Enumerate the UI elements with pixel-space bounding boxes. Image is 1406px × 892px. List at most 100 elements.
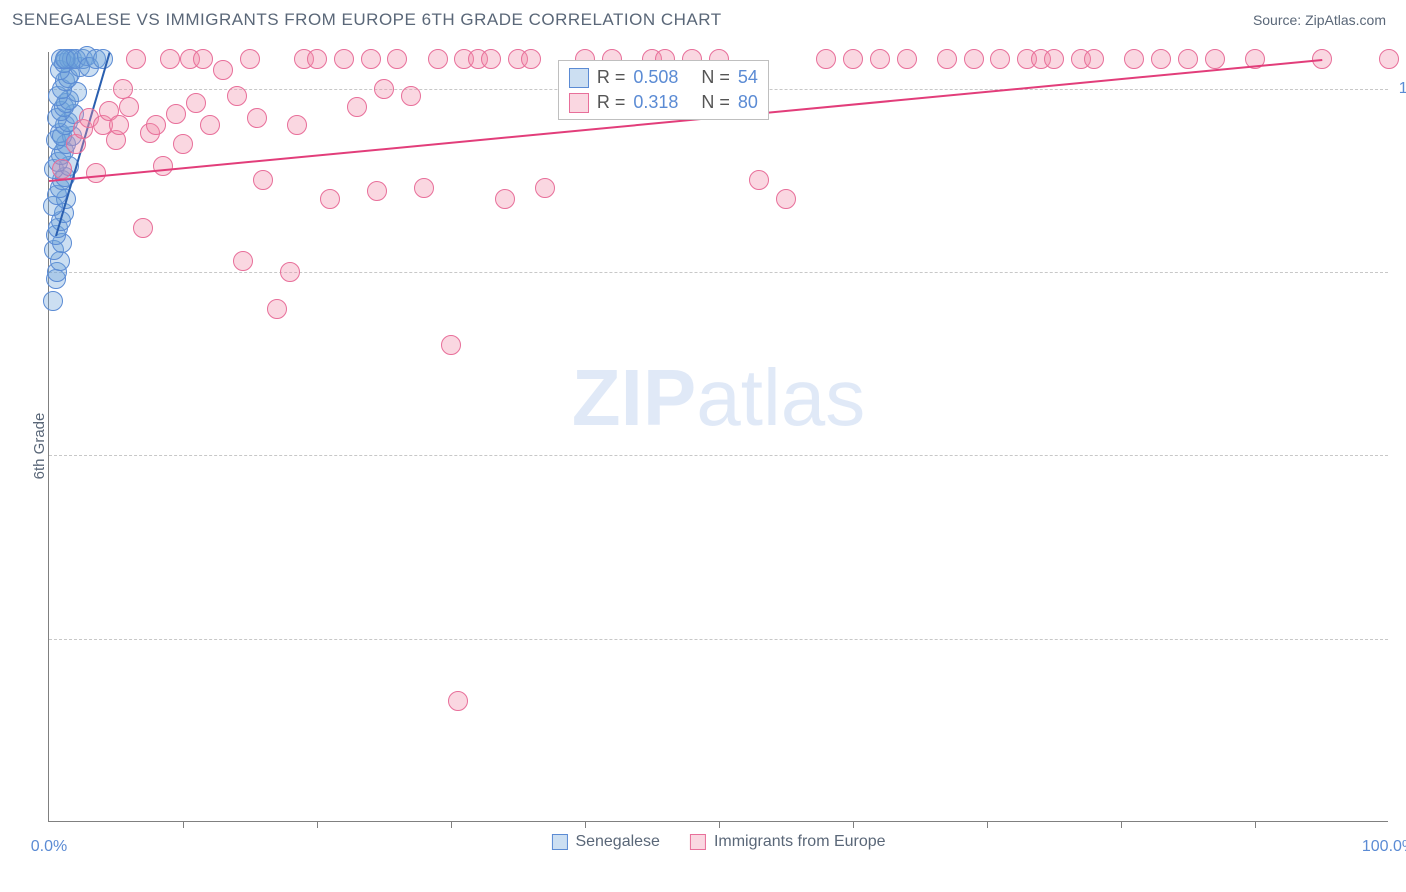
gridline bbox=[49, 639, 1388, 640]
data-point bbox=[146, 115, 166, 135]
series-legend: Senegalese Immigrants from Europe bbox=[551, 833, 885, 851]
data-point bbox=[897, 49, 917, 69]
legend-item: Immigrants from Europe bbox=[690, 833, 886, 851]
x-tick-label: 0.0% bbox=[31, 838, 67, 856]
x-tick bbox=[317, 821, 318, 828]
data-point bbox=[990, 49, 1010, 69]
data-point bbox=[816, 49, 836, 69]
data-point bbox=[441, 335, 461, 355]
data-point bbox=[240, 49, 260, 69]
data-point bbox=[213, 60, 233, 80]
x-tick bbox=[719, 821, 720, 828]
legend-series-name: Immigrants from Europe bbox=[714, 833, 886, 851]
watermark-bold: ZIP bbox=[572, 353, 696, 442]
data-point bbox=[870, 49, 890, 69]
data-point bbox=[521, 49, 541, 69]
data-point bbox=[52, 159, 72, 179]
y-tick-label: 100.0% bbox=[1393, 80, 1406, 98]
data-point bbox=[401, 86, 421, 106]
legend-n-value: 54 bbox=[738, 67, 758, 88]
data-point bbox=[414, 178, 434, 198]
data-point bbox=[367, 181, 387, 201]
data-point bbox=[347, 97, 367, 117]
legend-n-value: 80 bbox=[738, 92, 758, 113]
data-point bbox=[233, 251, 253, 271]
correlation-legend: R =0.508N =54R =0.318N =80 bbox=[558, 60, 769, 120]
x-tick bbox=[987, 821, 988, 828]
data-point bbox=[227, 86, 247, 106]
data-point bbox=[1205, 49, 1225, 69]
gridline bbox=[49, 272, 1388, 273]
data-point bbox=[843, 49, 863, 69]
legend-swatch bbox=[551, 834, 567, 850]
data-point bbox=[749, 170, 769, 190]
watermark-light: atlas bbox=[696, 353, 865, 442]
data-point bbox=[776, 189, 796, 209]
legend-r-label: R = bbox=[597, 92, 626, 113]
legend-swatch bbox=[690, 834, 706, 850]
data-point bbox=[43, 291, 63, 311]
data-point bbox=[126, 49, 146, 69]
data-point bbox=[133, 218, 153, 238]
legend-series-name: Senegalese bbox=[575, 833, 660, 851]
data-point bbox=[307, 49, 327, 69]
data-point bbox=[109, 115, 129, 135]
data-point bbox=[160, 49, 180, 69]
data-point bbox=[1178, 49, 1198, 69]
y-tick-label: 85.0% bbox=[1393, 630, 1406, 648]
data-point bbox=[280, 262, 300, 282]
legend-r-value: 0.318 bbox=[633, 92, 693, 113]
legend-row: R =0.508N =54 bbox=[569, 65, 758, 90]
data-point bbox=[186, 93, 206, 113]
data-point bbox=[387, 49, 407, 69]
data-point bbox=[267, 299, 287, 319]
watermark: ZIPatlas bbox=[572, 352, 865, 444]
legend-r-label: R = bbox=[597, 67, 626, 88]
legend-n-label: N = bbox=[701, 67, 730, 88]
data-point bbox=[535, 178, 555, 198]
x-tick bbox=[183, 821, 184, 828]
data-point bbox=[1044, 49, 1064, 69]
y-tick-label: 90.0% bbox=[1393, 446, 1406, 464]
data-point bbox=[153, 156, 173, 176]
data-point bbox=[448, 691, 468, 711]
data-point bbox=[113, 79, 133, 99]
gridline bbox=[49, 455, 1388, 456]
legend-item: Senegalese bbox=[551, 833, 660, 851]
data-point bbox=[374, 79, 394, 99]
scatter-chart: ZIPatlas 85.0%90.0%95.0%100.0%0.0%100.0%… bbox=[48, 52, 1388, 822]
data-point bbox=[193, 49, 213, 69]
x-tick bbox=[451, 821, 452, 828]
data-point bbox=[166, 104, 186, 124]
x-tick bbox=[853, 821, 854, 828]
data-point bbox=[495, 189, 515, 209]
x-tick bbox=[1255, 821, 1256, 828]
x-tick-label: 100.0% bbox=[1362, 838, 1406, 856]
data-point bbox=[481, 49, 501, 69]
data-point bbox=[253, 170, 273, 190]
chart-title: SENEGALESE VS IMMIGRANTS FROM EUROPE 6TH… bbox=[12, 10, 722, 30]
data-point bbox=[287, 115, 307, 135]
chart-header: SENEGALESE VS IMMIGRANTS FROM EUROPE 6TH… bbox=[0, 0, 1406, 35]
data-point bbox=[428, 49, 448, 69]
legend-swatch bbox=[569, 93, 589, 113]
legend-n-label: N = bbox=[701, 92, 730, 113]
data-point bbox=[119, 97, 139, 117]
data-point bbox=[86, 163, 106, 183]
data-point bbox=[200, 115, 220, 135]
data-point bbox=[320, 189, 340, 209]
source-label: Source: bbox=[1253, 12, 1301, 28]
y-tick-label: 95.0% bbox=[1393, 263, 1406, 281]
x-tick bbox=[1121, 821, 1122, 828]
y-axis-label: 6th Grade bbox=[31, 413, 48, 480]
data-point bbox=[361, 49, 381, 69]
data-point bbox=[1379, 49, 1399, 69]
data-point bbox=[1084, 49, 1104, 69]
data-point bbox=[1151, 49, 1171, 69]
data-point bbox=[334, 49, 354, 69]
data-point bbox=[937, 49, 957, 69]
x-tick bbox=[585, 821, 586, 828]
data-point bbox=[964, 49, 984, 69]
data-point bbox=[173, 134, 193, 154]
legend-row: R = 0.318 N = 80 bbox=[569, 90, 758, 115]
